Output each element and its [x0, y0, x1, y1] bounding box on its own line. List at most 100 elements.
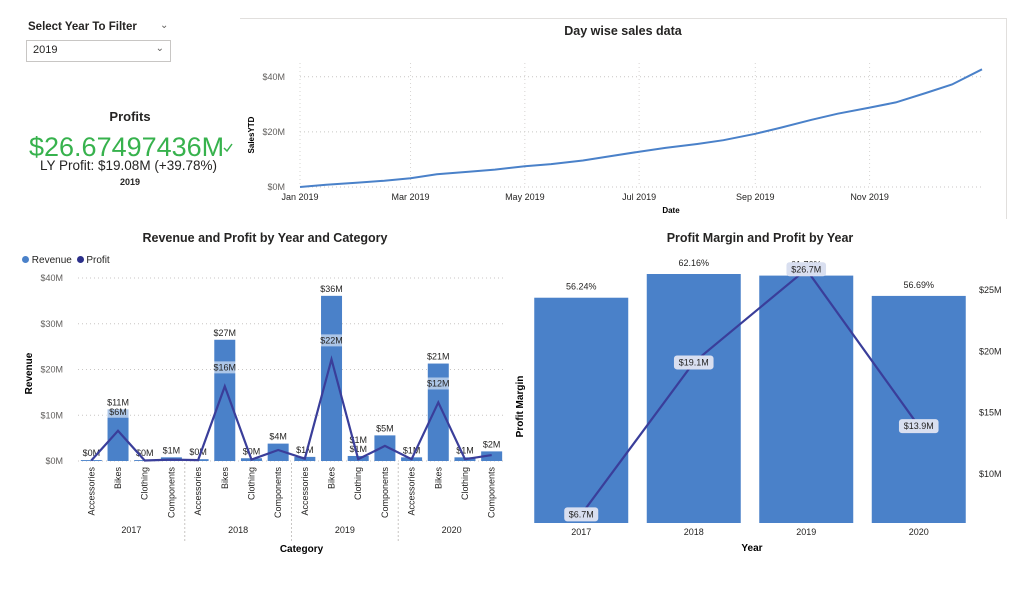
revenue-data-label: $36M: [320, 284, 343, 294]
kpi-year-label: 2019: [120, 177, 141, 187]
profit-label-bg: [673, 355, 714, 370]
y-tick-label: $0M: [45, 456, 63, 466]
legend-profit-marker: [76, 256, 84, 263]
margin-chart: $10M$15M$20M$25M56.24%201762.16%201861.7…: [515, 258, 1002, 554]
profit-label-bg: [212, 361, 237, 374]
year-tick-label: 2018: [684, 527, 704, 537]
profit-data-label: $12M: [427, 378, 450, 388]
year-tick-label: 2020: [909, 527, 929, 537]
kpi-value: $26.67497436M: [29, 132, 225, 162]
margin-data-label: 56.69%: [903, 280, 934, 290]
check-icon: [223, 143, 233, 153]
x-tick-label: Sep 2019: [736, 192, 775, 202]
profit-data-label: $1M: [349, 435, 367, 445]
profit-label-bg: [898, 419, 939, 434]
year-dropdown-value: 2019: [33, 44, 58, 56]
category-tick-label: Accessories: [86, 467, 96, 516]
year-group-label: 2019: [335, 525, 355, 535]
kpi-card: Profits $26.67497436M LY Profit: $19.08M…: [20, 105, 240, 195]
profit-data-label: $13.9M: [904, 421, 934, 431]
legend-revenue-marker: [22, 256, 29, 263]
category-tick-label: Accessories: [300, 467, 310, 516]
revenue-bar: [107, 409, 129, 461]
revenue-data-label: $4M: [269, 432, 287, 442]
profit-margin-bar: [646, 274, 741, 523]
y2-tick-label: $20M: [979, 346, 1002, 356]
revenue-data-label: $1M: [403, 445, 421, 455]
y2-tick-label: $25M: [979, 285, 1002, 295]
revenue-bar: [374, 435, 396, 461]
sales-ytd-line: [299, 68, 983, 188]
profit-margin-bar: [759, 275, 854, 523]
revenue-bar: [321, 295, 343, 461]
category-tick-label: Components: [487, 467, 497, 519]
revenue-data-label: $0M: [189, 447, 207, 457]
x-tick-label: Mar 2019: [392, 192, 430, 202]
revenue-data-label: $5M: [376, 423, 394, 433]
day-sales-title: Day wise sales data: [564, 24, 682, 38]
profit-margin-bar: [534, 297, 629, 523]
revenue-data-label: $1M: [163, 445, 181, 455]
profit-data-label: $19.1M: [679, 357, 709, 367]
profit-data-label: $6.7M: [569, 509, 594, 519]
day-sales-chart: $0M $20M $40M Jan 2019 Mar 2019 May 2019 Jul 2…: [247, 63, 983, 215]
revenue-data-label: $2M: [483, 439, 501, 449]
profit-label-bg: [319, 334, 344, 347]
category-tick-label: Clothing: [246, 467, 256, 500]
x-tick-label: Jul 2019: [622, 192, 656, 202]
kpi-goal-text: LY Profit: $19.08M (+39.78%): [40, 158, 217, 173]
legend-revenue-label: Revenue: [31, 255, 72, 266]
y-tick-label: $30M: [40, 319, 63, 329]
category-tick-label: Bikes: [113, 467, 123, 490]
x-axis-title: Category: [280, 544, 324, 555]
year-slicer: Select Year To Filter ⌄ 2019 ⌄: [20, 18, 175, 66]
year-dropdown[interactable]: 2019 ⌄: [26, 40, 171, 62]
profit-data-label: $6M: [109, 407, 127, 417]
x-tick-label: Nov 2019: [850, 192, 889, 202]
y2-tick-label: $10M: [979, 469, 1002, 479]
revenue-data-label: $27M: [214, 328, 237, 338]
year-group-label: 2018: [228, 525, 248, 535]
category-tick-label: Clothing: [460, 467, 470, 500]
category-tick-label: Accessories: [407, 467, 417, 516]
year-tick-label: 2019: [796, 527, 816, 537]
year-tick-label: 2017: [571, 527, 591, 537]
profit-data-label: $16M: [214, 362, 237, 372]
y-axis-title: Profit Margin: [515, 376, 526, 438]
profit-line: [90, 355, 492, 462]
revenue-data-label: $0M: [136, 448, 154, 458]
y-tick-label: $20M: [262, 127, 285, 137]
year-group-label: 2020: [442, 525, 462, 535]
profit-data-label: $26.7M: [791, 264, 821, 274]
x-axis-title: Date: [662, 206, 680, 215]
chevron-down-icon[interactable]: ⌄: [160, 20, 169, 31]
profit-label-bg: [426, 377, 451, 390]
profit-label-bg: [786, 262, 827, 277]
x-axis-title: Year: [741, 543, 762, 554]
profit-margin-bar: [871, 295, 966, 523]
profit-data-label: $22M: [320, 335, 343, 345]
y-tick-label: $10M: [40, 410, 63, 420]
x-tick-label: May 2019: [505, 192, 545, 202]
category-tick-label: Bikes: [433, 467, 443, 490]
y-tick-label: $40M: [40, 273, 63, 283]
year-group-label: 2017: [121, 525, 141, 535]
category-tick-label: Accessories: [193, 467, 203, 516]
profit-label-bg: [106, 405, 131, 418]
category-tick-label: Components: [166, 467, 176, 519]
category-tick-label: Bikes: [327, 467, 337, 490]
revenue-bar: [267, 443, 289, 461]
category-tick-label: Components: [380, 467, 390, 519]
legend-profit-label: Profit: [86, 255, 110, 266]
revenue-data-label: $0M: [83, 448, 101, 458]
chevron-down-icon: ⌄: [155, 43, 164, 54]
revenue-data-label: $11M: [107, 397, 129, 407]
y-tick-label: $40M: [262, 72, 285, 82]
profit-label-bg: [564, 507, 599, 522]
y2-tick-label: $15M: [979, 408, 1002, 418]
revenue-data-label: $1M: [456, 445, 474, 455]
y-tick-label: $20M: [40, 365, 63, 375]
day-sales-frame: [240, 18, 1007, 219]
revenue-data-label: $0M: [243, 446, 261, 456]
slicer-title: Select Year To Filter: [28, 21, 137, 33]
